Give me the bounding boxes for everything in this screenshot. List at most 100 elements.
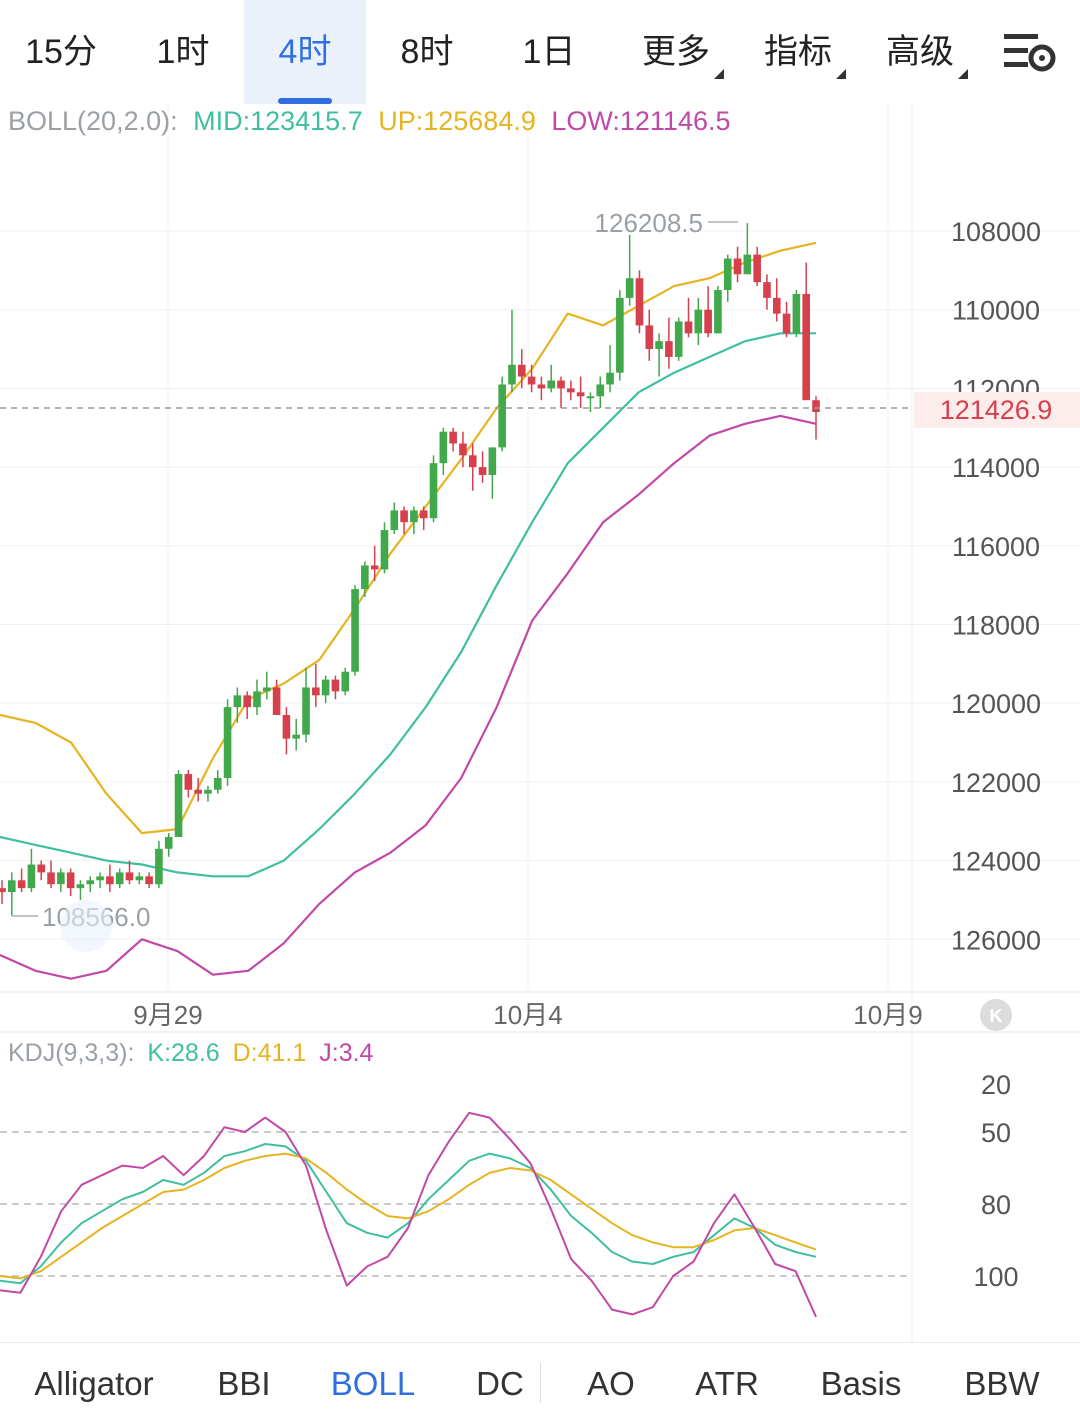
candle-body — [243, 695, 251, 708]
tab-4h[interactable]: 4时 — [244, 0, 366, 104]
candle-body — [262, 687, 271, 692]
candle — [527, 364, 536, 393]
candle-body — [704, 309, 712, 334]
tab-indicators-dropdown[interactable]: 指标 — [737, 0, 859, 104]
indicator-label: Alligator — [34, 1365, 154, 1402]
candle-body — [233, 695, 242, 708]
candle-body — [567, 388, 575, 393]
scroll-to-latest-button[interactable]: K — [980, 999, 1012, 1031]
crosshair-indicator-icon — [60, 900, 112, 952]
candle-body — [655, 341, 663, 350]
kdj-j-line — [0, 1111, 817, 1318]
candle-body — [459, 443, 467, 456]
price-tick-label: 118000 — [952, 611, 1040, 641]
candle-body — [76, 884, 85, 889]
candle-body — [106, 876, 114, 885]
candle — [498, 376, 506, 452]
candle-body — [223, 707, 232, 778]
indicator-ao[interactable]: AO — [572, 1343, 650, 1425]
candle-body — [625, 278, 634, 298]
indicator-atr[interactable]: ATR — [680, 1343, 774, 1425]
price-chart[interactable]: 126000 124000 122000 120000 118000 116000 1140… — [0, 104, 1080, 1344]
candle — [792, 290, 801, 338]
candle-body — [792, 293, 801, 334]
candle-body — [586, 396, 595, 399]
candle — [17, 868, 26, 893]
candle-body — [115, 872, 124, 885]
candle — [655, 333, 663, 377]
candle — [763, 274, 771, 310]
candle — [429, 455, 438, 523]
candle-body — [47, 872, 55, 885]
candle — [155, 840, 163, 889]
indicator-basis[interactable]: Basis — [806, 1343, 916, 1425]
candle-body — [400, 510, 408, 523]
candle-body — [341, 671, 350, 692]
candle-body — [616, 297, 624, 373]
time-tick-label: 10月9 — [853, 1000, 922, 1030]
candle — [37, 860, 46, 881]
tab-label: 1时 — [156, 33, 210, 71]
indicator-dc[interactable]: DC — [460, 1343, 540, 1425]
candle-body — [714, 290, 722, 334]
candle — [86, 876, 95, 893]
candle — [27, 848, 36, 893]
candle-body — [66, 872, 75, 889]
candle-body — [184, 774, 193, 790]
scroll-latest-icon: K — [990, 1006, 1003, 1026]
candle — [478, 451, 487, 483]
tab-label: 15分 — [25, 33, 97, 71]
boll-legend-low: LOW:121146.5 — [551, 106, 730, 136]
candle-body — [733, 258, 742, 275]
candle-body — [723, 258, 732, 291]
tab-more-dropdown[interactable]: 更多 — [615, 0, 737, 104]
candle — [223, 699, 232, 786]
candle — [262, 671, 271, 700]
candle-body — [498, 384, 506, 448]
kdj-legend-k: K:28.6 — [147, 1039, 219, 1067]
indicator-boll[interactable]: BOLL — [318, 1343, 428, 1425]
candle-body — [86, 880, 95, 885]
tab-advanced-dropdown[interactable]: 高级 — [859, 0, 981, 104]
price-tick-label: 108000 — [951, 217, 1041, 247]
candle-body — [17, 880, 26, 889]
candle — [567, 380, 575, 401]
candle — [400, 506, 408, 534]
candle-body — [527, 376, 536, 385]
candle — [321, 675, 330, 704]
candle-body — [645, 325, 654, 350]
candle — [468, 443, 477, 491]
indicator-alligator[interactable]: Alligator — [18, 1343, 170, 1425]
price-tick-label: 114000 — [952, 453, 1040, 483]
candle-body — [468, 455, 477, 468]
candle-body — [302, 687, 310, 735]
indicator-label: AO — [587, 1365, 635, 1402]
candle — [370, 545, 379, 582]
candle-body — [517, 364, 526, 377]
candle-body — [312, 687, 320, 696]
candle — [547, 364, 556, 393]
kdj-panel: 100 80 50 20 — [0, 1070, 1019, 1318]
tab-label-text: 指标 — [764, 33, 832, 71]
candle-body — [27, 864, 36, 889]
indicator-bbi[interactable]: BBI — [196, 1343, 292, 1425]
scroll-latest-circle — [980, 999, 1012, 1031]
tab-15min[interactable]: 15分 — [0, 0, 122, 104]
boll-legend-name: BOLL(20,2.0): — [8, 106, 178, 136]
candle — [106, 864, 114, 893]
candle-body — [390, 510, 399, 531]
chart-settings-icon[interactable] — [1000, 28, 1060, 76]
indicator-bbw[interactable]: BBW — [950, 1343, 1054, 1425]
tab-8h[interactable]: 8时 — [366, 0, 488, 104]
candle — [439, 427, 448, 475]
high-marker: 126208.5 — [595, 208, 738, 238]
tab-1d[interactable]: 1日 — [488, 0, 610, 104]
candle — [302, 667, 310, 743]
tab-1h[interactable]: 1时 — [122, 0, 244, 104]
candle — [537, 376, 546, 401]
candle-body — [351, 589, 359, 672]
candle — [782, 301, 791, 338]
candle — [449, 427, 457, 452]
candle — [282, 707, 291, 755]
candle — [743, 223, 752, 275]
